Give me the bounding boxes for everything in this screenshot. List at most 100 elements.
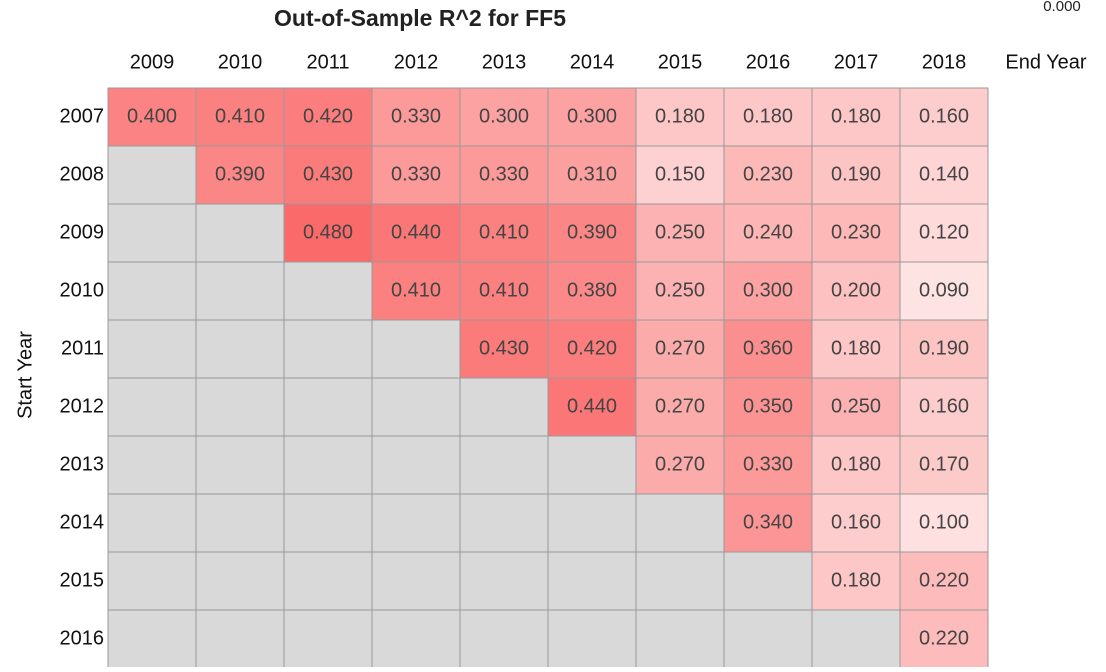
row-header: 2012 — [60, 395, 105, 417]
cell-value: 0.190 — [919, 337, 969, 359]
cell-value: 0.330 — [391, 105, 441, 127]
row-header: 2007 — [60, 105, 105, 127]
cell-value: 0.330 — [743, 453, 793, 475]
row-header: 2013 — [60, 453, 105, 475]
cell — [899, 435, 989, 495]
cell-value: 0.340 — [743, 511, 793, 533]
cell-value: 0.180 — [831, 337, 881, 359]
cell — [459, 551, 549, 611]
cell-value: 0.160 — [919, 395, 969, 417]
cell-value: 0.480 — [303, 221, 353, 243]
row-header: 2009 — [60, 221, 105, 243]
cell — [899, 87, 989, 147]
cell — [107, 551, 197, 611]
cell-value: 0.430 — [303, 163, 353, 185]
cell — [723, 319, 813, 379]
cell-value: 0.310 — [567, 163, 617, 185]
cell — [371, 261, 461, 321]
cell — [107, 261, 197, 321]
cell — [195, 261, 285, 321]
cell — [899, 551, 989, 611]
cell-value: 0.250 — [655, 221, 705, 243]
cell — [459, 261, 549, 321]
cell — [547, 609, 637, 669]
cell-value: 0.330 — [479, 163, 529, 185]
cell-value: 0.230 — [743, 163, 793, 185]
cell — [459, 145, 549, 205]
cell — [195, 203, 285, 263]
column-header: 2017 — [834, 51, 879, 73]
cell — [635, 551, 725, 611]
row-header: 2014 — [60, 511, 105, 533]
cell-value: 0.360 — [743, 337, 793, 359]
cell — [283, 261, 373, 321]
cell — [459, 319, 549, 379]
column-header: 2011 — [306, 51, 349, 73]
cell-value: 0.350 — [743, 395, 793, 417]
cell — [899, 493, 989, 553]
cell-value: 0.180 — [655, 105, 705, 127]
cell — [107, 377, 197, 437]
cell — [811, 435, 901, 495]
cell-value: 0.400 — [127, 105, 177, 127]
cell-value: 0.120 — [919, 221, 969, 243]
cell — [547, 435, 637, 495]
column-header: 2015 — [658, 51, 703, 73]
column-header: 2013 — [482, 51, 527, 73]
cell — [283, 145, 373, 205]
cell — [811, 551, 901, 611]
cell — [811, 609, 901, 669]
cell-value: 0.160 — [919, 105, 969, 127]
cell — [107, 87, 197, 147]
cell — [195, 493, 285, 553]
cell — [371, 609, 461, 669]
cell — [811, 145, 901, 205]
row-header: 2008 — [60, 163, 105, 185]
grid: 0.400 0.410 0.420 0.330 0.300 0.300 0.180 0.180… — [107, 87, 989, 669]
cell — [195, 551, 285, 611]
cell-value: 0.190 — [831, 163, 881, 185]
row-header: 2016 — [60, 627, 105, 649]
cell — [547, 319, 637, 379]
cell-value: 0.420 — [567, 337, 617, 359]
cell — [283, 551, 373, 611]
cell — [371, 319, 461, 379]
row-header: 2015 — [60, 569, 105, 591]
cell-value: 0.300 — [743, 279, 793, 301]
cell-value: 0.390 — [215, 163, 265, 185]
cell — [547, 87, 637, 147]
cell — [459, 493, 549, 553]
cell — [371, 435, 461, 495]
cell — [899, 203, 989, 263]
cell — [547, 493, 637, 553]
cell-value: 0.180 — [831, 453, 881, 475]
cell-value: 0.150 — [655, 163, 705, 185]
cell — [459, 609, 549, 669]
cell — [635, 319, 725, 379]
row-header: 2011 — [61, 337, 104, 359]
cell-value: 0.180 — [831, 105, 881, 127]
cell — [283, 493, 373, 553]
cell — [283, 435, 373, 495]
cell-value: 0.090 — [919, 279, 969, 301]
cell — [283, 319, 373, 379]
column-header: 2016 — [746, 51, 791, 73]
cell — [107, 609, 197, 669]
cell — [107, 319, 197, 379]
cell — [547, 203, 637, 263]
cell-value: 0.270 — [655, 395, 705, 417]
cell-value: 0.200 — [831, 279, 881, 301]
cell — [283, 377, 373, 437]
cell-value: 0.140 — [919, 163, 969, 185]
cell — [635, 435, 725, 495]
cell — [635, 261, 725, 321]
corner-label: 0.000 — [1043, 0, 1081, 15]
cell-value: 0.230 — [831, 221, 881, 243]
cell — [547, 551, 637, 611]
cell — [899, 145, 989, 205]
cell — [811, 493, 901, 553]
cell — [283, 87, 373, 147]
cell-value: 0.410 — [391, 279, 441, 301]
cell — [371, 87, 461, 147]
cell — [195, 435, 285, 495]
